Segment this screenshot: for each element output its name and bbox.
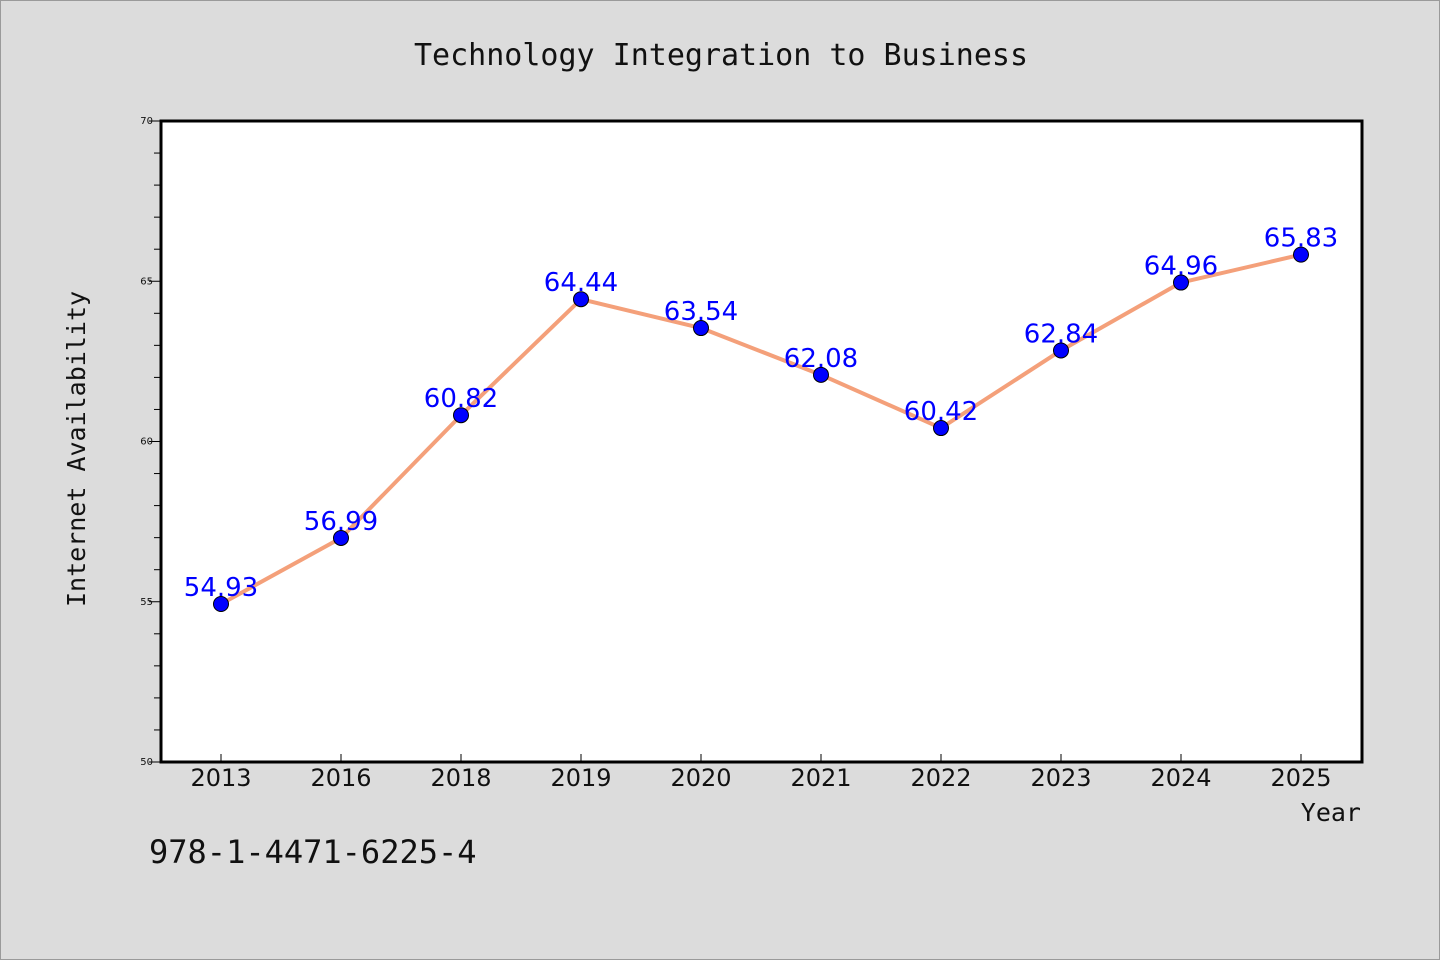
data-point [1173, 274, 1189, 291]
plot-area [159, 119, 1364, 764]
data-label: 62.08 [784, 344, 858, 374]
x-tick-label: 2025 [1270, 764, 1331, 792]
data-point [933, 420, 949, 437]
data-label: 62.84 [1024, 319, 1098, 349]
data-point [693, 320, 709, 337]
data-point [1293, 246, 1309, 263]
x-tick-label: 2022 [910, 764, 971, 792]
data-label: 64.96 [1144, 252, 1218, 282]
data-label: 65.83 [1264, 224, 1338, 254]
x-tick-label: 2016 [310, 764, 371, 792]
data-label: 60.82 [424, 384, 498, 414]
series-line [219, 252, 1303, 606]
data-point [213, 595, 229, 612]
y-axis-label: Internet Availability [62, 291, 91, 607]
x-tick-label: 2024 [1150, 764, 1211, 792]
x-axis: 2013 2016 2018 2019 2020 2021 2022 2023 2024 2025 [190, 754, 1332, 792]
x-axis-label: Year [1301, 798, 1361, 827]
data-point [453, 407, 469, 424]
isbn-text: 978-1-4471-6225-4 [149, 833, 477, 871]
data-point [333, 529, 349, 546]
y-tick-label: 60 [140, 437, 153, 448]
y-tick-label: 70 [140, 116, 153, 127]
x-tick-label: 2013 [190, 764, 251, 792]
x-tick-label: 2018 [430, 764, 491, 792]
y-tick-label: 65 [140, 276, 153, 287]
series-layer: 54.93 56.99 60.82 64.44 63.54 62.08 60.42 62.84… [184, 224, 1338, 612]
x-tick-label: 2019 [550, 764, 611, 792]
y-tick-label: 50 [140, 757, 153, 768]
x-tick-label: 2023 [1030, 764, 1091, 792]
y-axis: 50 55 60 65 70 [140, 116, 161, 768]
x-tick-label: 2020 [670, 764, 731, 792]
data-label: 60.42 [904, 397, 978, 427]
y-tick-label: 55 [140, 597, 153, 608]
data-label: 56.99 [304, 507, 378, 537]
x-tick-label: 2021 [790, 764, 851, 792]
data-point [573, 291, 589, 308]
data-point [813, 366, 829, 383]
data-label: 63.54 [664, 297, 738, 327]
data-label: 54.93 [184, 573, 258, 603]
data-point [1053, 342, 1069, 359]
chart-title: Technology Integration to Business [414, 38, 1028, 73]
data-label: 64.44 [544, 268, 618, 298]
